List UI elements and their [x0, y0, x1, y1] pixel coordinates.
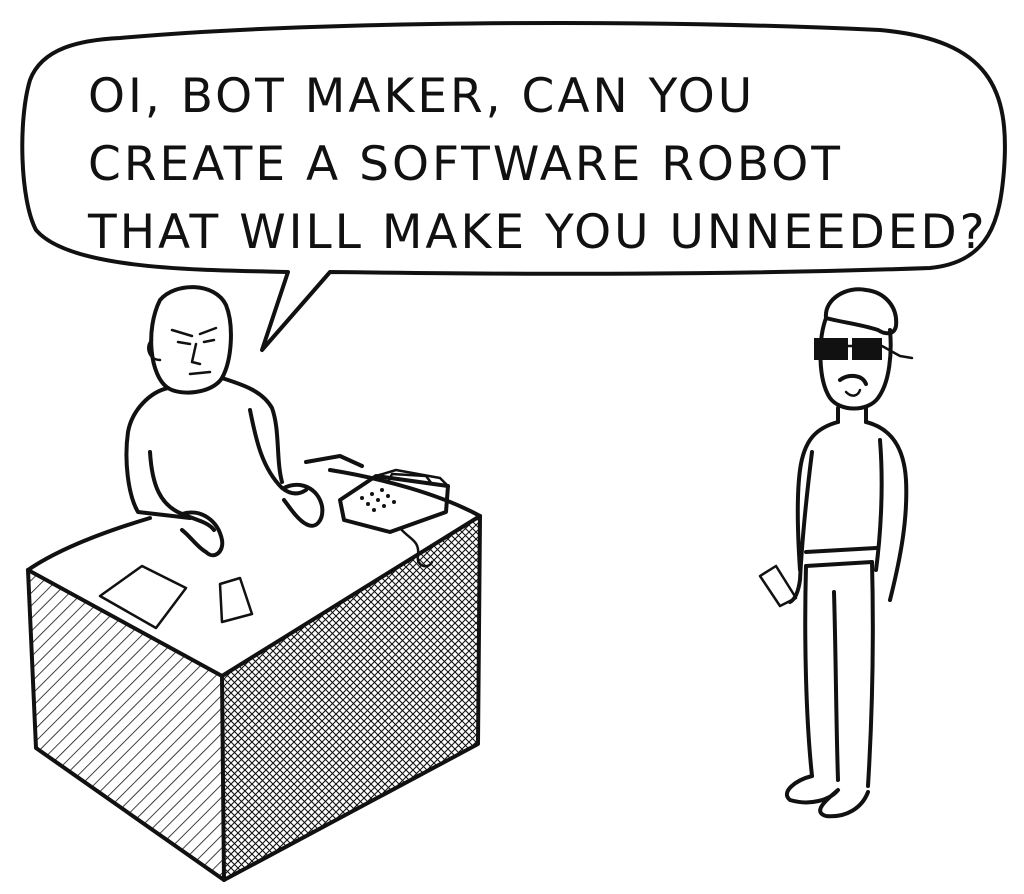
bot-maker-head	[149, 285, 233, 395]
visitor-torso	[795, 420, 909, 602]
desk-small-card	[218, 576, 254, 624]
speech-bubble: OI, BOT MAKER, CAN YOU CREATE A SOFTWARE…	[20, 21, 1007, 352]
desk-side-panel	[222, 516, 480, 880]
desk-paper	[98, 564, 188, 630]
desk-top-edge	[26, 468, 482, 572]
bot-maker-right-hand	[282, 482, 325, 528]
bot-maker-figure	[124, 285, 325, 558]
visitor-legs	[803, 560, 875, 788]
bot-maker-torso	[124, 376, 284, 520]
visitor-shoes	[784, 774, 870, 819]
telephone-keypad	[360, 488, 396, 512]
speech-line-1: OI, BOT MAKER, CAN YOU	[88, 69, 755, 124]
telephone	[338, 468, 450, 568]
speech-line-2: CREATE A SOFTWARE ROBOT	[88, 137, 843, 192]
sunglasses-icon	[814, 338, 914, 360]
visitor-belt	[804, 546, 878, 568]
desk-front-panel	[28, 570, 224, 880]
handheld-card-icon	[758, 564, 798, 608]
visitor-hair	[823, 287, 899, 336]
visitor-figure	[758, 287, 914, 819]
desk	[26, 454, 482, 882]
bot-maker-left-hand	[180, 510, 225, 558]
speech-line-3: THAT WILL MAKE YOU UNNEEDED?	[87, 205, 988, 260]
